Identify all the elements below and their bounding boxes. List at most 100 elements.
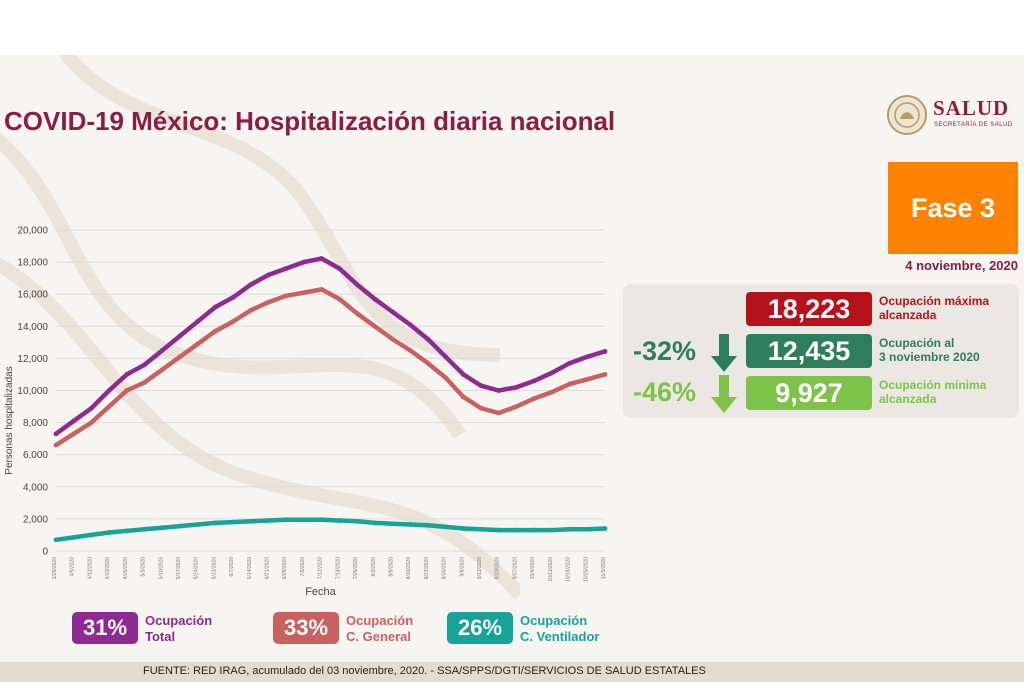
min-occupancy-label: Ocupación mínima alcanzada [879,378,987,406]
data-point [106,530,112,535]
data-point [584,354,590,360]
x-tick-label: 8/30/2020 [442,557,448,579]
legend-ventilator-percent: 26% [447,612,513,644]
x-tick-label: 10/11/2020 [548,557,554,582]
y-tick-label: 0 [42,547,48,558]
data-point [248,518,254,524]
data-point [584,376,590,382]
data-point [266,518,271,523]
data-point [336,266,342,271]
data-point [195,319,201,324]
data-point [460,372,466,377]
data-point [460,526,466,531]
data-point [425,360,431,366]
data-point [53,537,59,543]
x-tick-label: 8/16/2020 [406,557,412,579]
data-point [354,518,360,524]
data-point [195,522,201,527]
legend-general-percent: 33% [273,612,339,644]
data-point [212,520,218,526]
data-point [336,518,342,523]
data-point [301,259,307,265]
data-point [407,347,413,353]
y-tick-label: 10,000 [17,386,48,397]
data-point [230,319,236,324]
data-point [212,328,218,334]
data-point [496,388,502,393]
data-point [124,388,130,393]
legend-ventilator: 26% Ocupación C. Ventilador [447,612,622,646]
y-tick-label: 14,000 [17,322,48,333]
x-tick-label: 10/25/2020 [583,557,589,582]
footer-source: FUENTE: RED IRAG, acumulado del 03 novie… [143,665,706,677]
logo-subtitle: SECRETARÍA DE SALUD [934,122,1013,128]
logo-name: SALUD [933,96,1010,120]
data-point [443,524,449,530]
x-tick-label: 8/2/2020 [371,557,377,577]
salud-logo: SALUD SECRETARÍA DE SALUD [886,94,1020,138]
y-tick-label: 4,000 [23,482,48,493]
data-point [531,527,537,533]
data-point [567,360,572,366]
series-line-1 [53,287,608,448]
x-tick-label: 11/3/2020 [601,557,607,579]
data-point [248,282,254,287]
data-point [53,442,59,448]
y-tick-label: 16,000 [17,290,48,301]
data-point [301,290,307,295]
x-tick-label: 5/24/2020 [194,557,200,579]
data-point [266,299,271,305]
data-point [283,266,289,271]
x-tick-label: 10/4/2020 [530,557,536,579]
data-point [496,410,502,416]
arrow-down-icon [711,375,737,413]
legend-total-percent: 31% [72,612,138,644]
data-point [319,517,325,523]
page-title: COVID-19 México: Hospitalización diaria … [4,106,616,136]
data-point [212,304,218,310]
data-point [478,526,484,532]
data-point [195,341,201,347]
x-tick-label: 9/20/2020 [495,557,501,579]
y-tick-label: 20,000 [17,226,48,237]
data-point [266,272,271,278]
data-point [549,389,555,395]
data-point [71,431,77,437]
data-point [514,384,519,390]
data-point [584,526,590,532]
data-point [372,323,378,329]
data-point [159,347,165,353]
data-point [89,405,94,411]
data-point [159,367,165,373]
data-point [142,362,147,368]
series-line-2 [53,517,608,543]
data-point [124,528,130,534]
x-tick-label: 7/19/2020 [335,557,341,579]
x-tick-label: 6/21/2020 [265,557,271,579]
data-point [283,293,289,299]
data-point [177,333,183,339]
x-tick-label: 8/23/2020 [424,557,430,579]
data-point [106,388,112,393]
data-point [425,336,431,342]
phase-badge: Fase 3 [888,162,1018,254]
legend-total-label: Ocupación Total [145,613,213,644]
min-change-percent: -46% [633,377,697,407]
x-tick-label: 4/19/2020 [105,557,111,579]
data-point [602,526,608,531]
data-point [177,523,183,529]
data-point [549,370,555,376]
x-tick-label: 4/5/2020 [70,557,76,577]
data-point [53,431,59,437]
data-point [71,534,77,540]
data-point [230,295,236,300]
legend-general-label: Ocupación C. General [346,613,414,644]
data-point [319,256,325,261]
data-point [372,296,378,302]
hospitalization-chart: 0 2,000 4,000 6,000 8,000 10,000 12,000 14,000 1… [4,226,608,598]
arrow-down-icon [711,334,737,372]
data-point [177,354,183,360]
x-tick-label: 6/14/2020 [247,557,253,579]
data-point [478,383,484,389]
current-change-percent: -32% [633,336,697,366]
